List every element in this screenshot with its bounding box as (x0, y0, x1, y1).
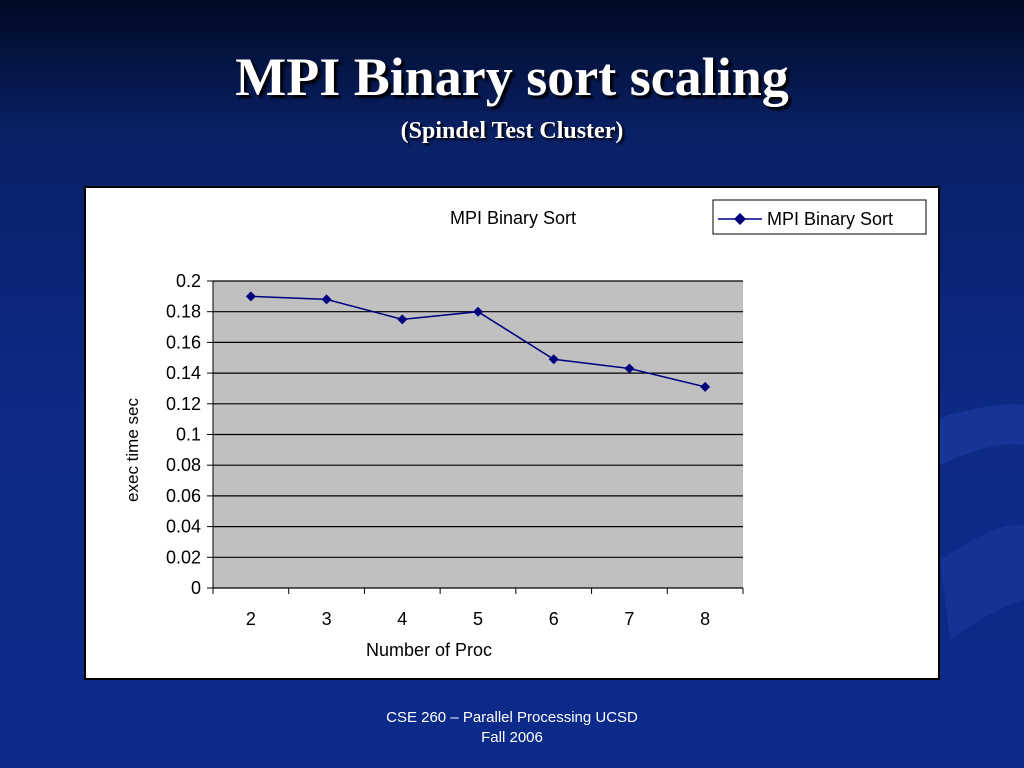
chart-container: MPI Binary Sort MPI Binary Sort 0 0.02 0.0… (84, 186, 940, 680)
y-tick-label: 0.04 (166, 517, 201, 537)
chart-title: MPI Binary Sort (450, 208, 576, 228)
y-tick-label: 0.14 (166, 363, 201, 383)
data-point-diamond (700, 381, 711, 392)
x-tick-labels: 2 3 4 5 6 7 8 (246, 609, 710, 629)
footer-course: CSE 260 – Parallel Processing UCSD (386, 709, 638, 726)
y-tick-label: 0 (191, 578, 201, 598)
legend: MPI Binary Sort (712, 199, 927, 235)
x-tick-label: 8 (700, 609, 710, 629)
legend-label: MPI Binary Sort (767, 209, 893, 229)
y-tick-label: 0.1 (176, 425, 201, 445)
y-tick-label: 0.06 (166, 486, 201, 506)
data-point-diamond (397, 314, 408, 325)
x-tick-label: 7 (624, 609, 634, 629)
slide-title: MPI Binary sort scaling (235, 47, 789, 107)
y-tick-label: 0.02 (166, 547, 201, 567)
y-axis-label: exec time sec (123, 398, 142, 502)
x-tick-label: 2 (246, 609, 256, 629)
axes (207, 280, 744, 594)
x-tick-label: 3 (322, 609, 332, 629)
y-tick-label: 0.08 (166, 455, 201, 475)
line-chart: MPI Binary Sort MPI Binary Sort 0 0.02 0.0… (123, 199, 927, 660)
x-axis-label: Number of Proc (366, 640, 492, 660)
data-point-diamond (624, 363, 635, 374)
y-tick-label: 0.18 (166, 302, 201, 322)
footer-term: Fall 2006 (481, 729, 543, 746)
x-tick-label: 5 (473, 609, 483, 629)
y-tick-label: 0.2 (176, 271, 201, 291)
legend-box (712, 199, 927, 235)
y-tick-labels: 0 0.02 0.04 0.06 0.08 0.1 0.12 0.14 0.16 0.18 0.2 (166, 271, 201, 598)
slide-footer: CSE 260 – Parallel Processing UCSD Fall … (0, 708, 1024, 748)
data-point-diamond (321, 294, 332, 305)
data-point-diamond (548, 354, 559, 365)
y-tick-label: 0.12 (166, 394, 201, 414)
y-tick-label: 0.16 (166, 332, 201, 352)
slide-subtitle: (Spindel Test Cluster) (400, 118, 624, 144)
series-line (245, 291, 711, 392)
data-point-diamond (245, 291, 256, 302)
data-point-diamond (473, 306, 483, 317)
legend-marker-icon (734, 213, 746, 225)
x-tick-label: 6 (549, 609, 559, 629)
x-tick-label: 4 (397, 609, 407, 629)
